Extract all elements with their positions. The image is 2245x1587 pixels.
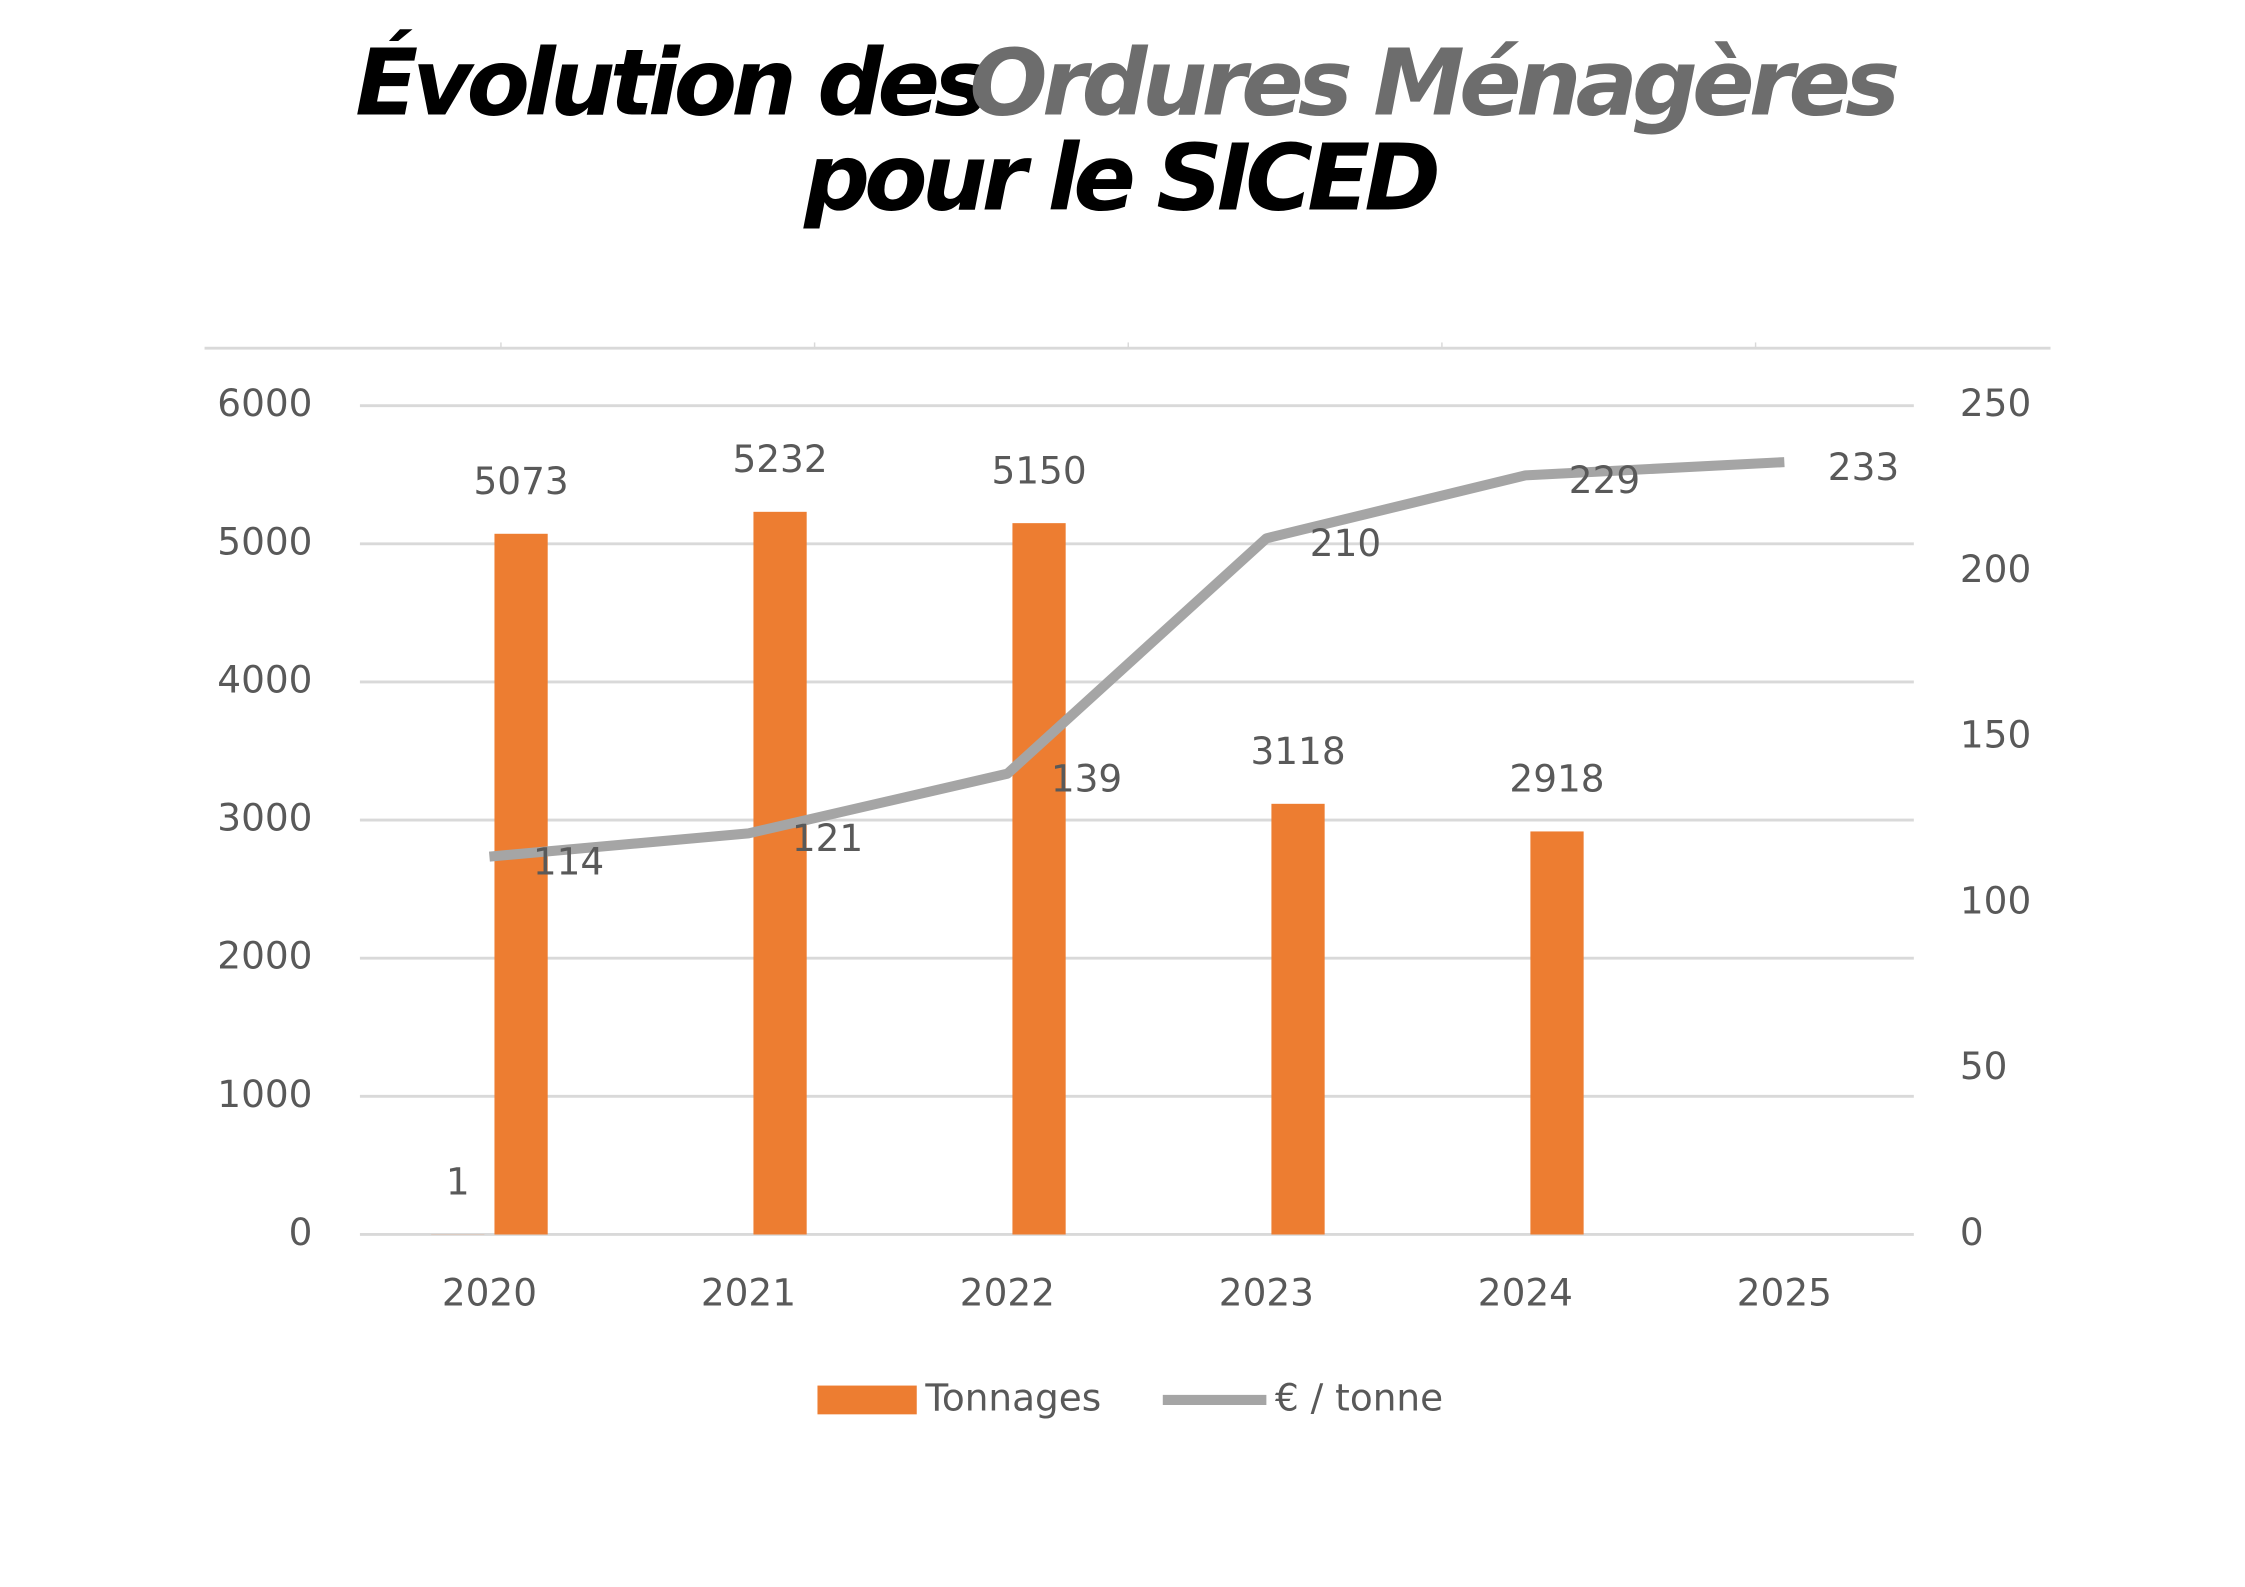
y2-tick-label: 50 <box>1960 1044 2008 1088</box>
data-label: 114 <box>533 839 604 883</box>
data-label: 5073 <box>474 459 569 503</box>
legend-swatch <box>817 1385 917 1415</box>
bar <box>494 533 548 1235</box>
data-label: 3118 <box>1250 729 1345 773</box>
top-border <box>204 342 2051 350</box>
y-tick-label: 0 <box>289 1210 313 1254</box>
y-tick-label: 2000 <box>217 934 312 978</box>
x-tick-label: 2020 <box>442 1270 537 1314</box>
x-tick-label: 2023 <box>1219 1270 1314 1314</box>
data-label: 2918 <box>1509 757 1604 801</box>
x-tick-label: 2021 <box>701 1270 796 1314</box>
bar <box>1271 803 1325 1235</box>
data-label: 5232 <box>732 437 827 481</box>
bar <box>753 511 807 1235</box>
line <box>488 457 1785 862</box>
x-tick-label: 2024 <box>1478 1270 1573 1314</box>
chart-title: Évolution des <box>355 29 986 137</box>
y2-tick-label: 0 <box>1960 1210 1984 1254</box>
legend-label: € / tonne <box>1275 1375 1443 1419</box>
y2-tick-label: 100 <box>1960 878 2031 922</box>
x-tick-label: 2025 <box>1737 1270 1832 1314</box>
y-tick-label: 5000 <box>217 519 312 563</box>
bar <box>1012 523 1066 1235</box>
y2-tick-label: 200 <box>1960 547 2031 591</box>
y2-tick-label: 150 <box>1960 713 2031 757</box>
x-tick-label: 2022 <box>960 1270 1055 1314</box>
data-label: 1 <box>446 1159 470 1203</box>
data-label: 5150 <box>991 448 1086 492</box>
y-tick-label: 3000 <box>217 796 312 840</box>
y-tick-label: 6000 <box>217 381 312 425</box>
data-label: 210 <box>1310 521 1381 565</box>
y-tick-label: 1000 <box>217 1072 312 1116</box>
y2-tick-label: 250 <box>1960 381 2031 425</box>
chart-title: pour le SICED <box>803 125 1437 232</box>
data-label: 139 <box>1051 756 1122 800</box>
data-label: 121 <box>792 816 863 860</box>
chart-title-highlight: Ordures Ménagères <box>969 30 1897 137</box>
legend-label: Tonnages <box>924 1375 1101 1419</box>
y-tick-label: 4000 <box>217 657 312 701</box>
data-label: 229 <box>1569 458 1640 502</box>
data-label: 233 <box>1828 445 1899 489</box>
bar <box>1530 831 1584 1235</box>
